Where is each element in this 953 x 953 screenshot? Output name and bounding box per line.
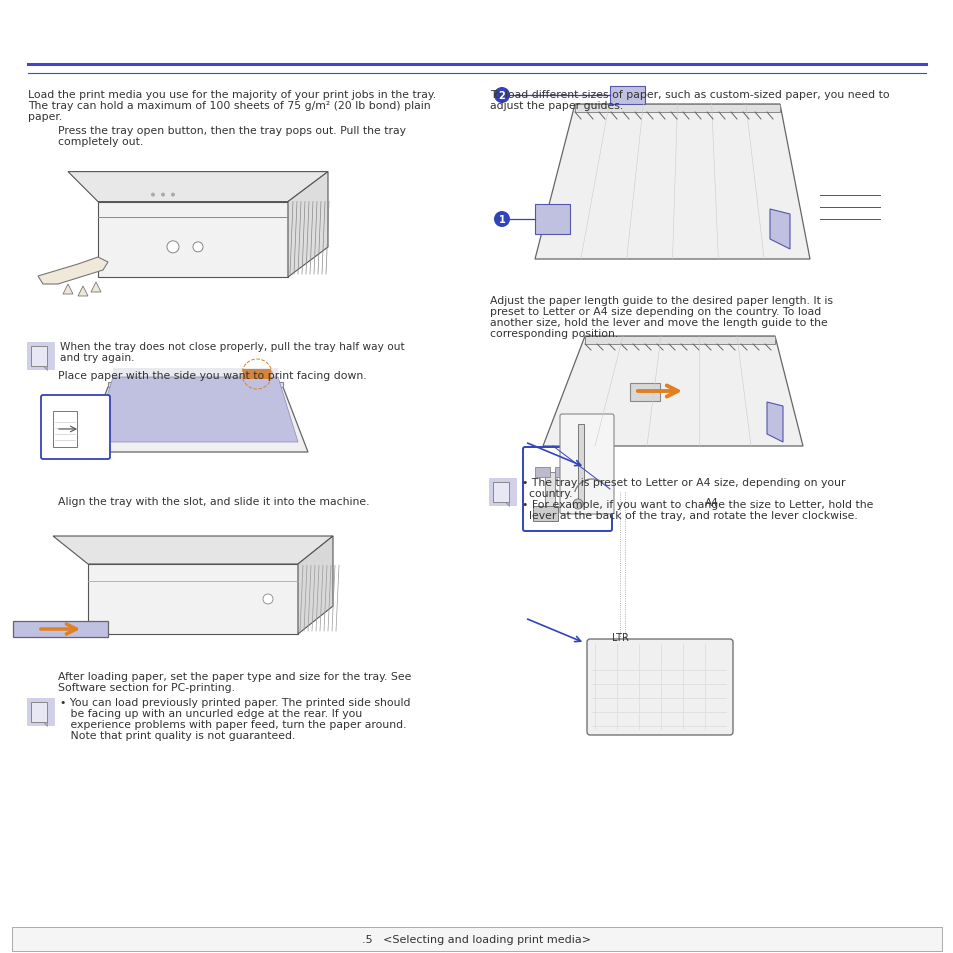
Text: Software section for PC-printing.: Software section for PC-printing. [58, 682, 234, 692]
Text: country.: country. [521, 489, 572, 498]
Polygon shape [83, 388, 308, 453]
Circle shape [151, 193, 154, 197]
Bar [544, 473, 555, 517]
Bar [30, 702, 47, 722]
Text: The tray can hold a maximum of 100 sheets of 75 g/m² (20 lb bond) plain: The tray can hold a maximum of 100 sheet… [28, 101, 430, 111]
Bar [555, 468, 569, 477]
Text: Align the tray with the slot, and slide it into the machine.: Align the tray with the slot, and slide … [58, 497, 369, 506]
Bar [12, 927, 941, 951]
FancyBboxPatch shape [522, 448, 612, 532]
FancyBboxPatch shape [88, 564, 297, 635]
Polygon shape [535, 105, 809, 260]
Polygon shape [63, 285, 73, 294]
Text: corresponding position.: corresponding position. [490, 329, 618, 338]
Polygon shape [609, 87, 644, 105]
Text: and try again.: and try again. [60, 353, 134, 363]
Text: paper.: paper. [28, 112, 62, 122]
Circle shape [494, 88, 510, 104]
Polygon shape [575, 105, 780, 112]
Text: To load different sizes of paper, such as custom-sized paper, you need to: To load different sizes of paper, such a… [490, 90, 889, 100]
FancyBboxPatch shape [27, 343, 55, 371]
Polygon shape [13, 621, 108, 638]
FancyBboxPatch shape [98, 202, 288, 277]
Polygon shape [584, 336, 774, 345]
Text: preset to Letter or A4 size depending on the country. To load: preset to Letter or A4 size depending on… [490, 307, 821, 316]
Circle shape [263, 595, 273, 604]
Text: • You can load previously printed paper. The printed side should: • You can load previously printed paper.… [60, 698, 410, 707]
Polygon shape [38, 257, 108, 285]
Polygon shape [535, 205, 569, 234]
FancyBboxPatch shape [489, 478, 517, 506]
Polygon shape [504, 502, 509, 506]
Circle shape [171, 193, 174, 197]
Polygon shape [288, 172, 328, 277]
Text: When the tray does not close properly, pull the tray half way out: When the tray does not close properly, p… [60, 341, 404, 352]
FancyBboxPatch shape [41, 395, 110, 459]
Text: • For example, if you want to change the size to Letter, hold the: • For example, if you want to change the… [521, 499, 872, 510]
Text: LTR: LTR [612, 633, 628, 642]
Text: 2: 2 [498, 91, 505, 101]
Bar [533, 506, 558, 521]
Text: Load the print media you use for the majority of your print jobs in the tray.: Load the print media you use for the maj… [28, 90, 436, 100]
Polygon shape [766, 402, 782, 442]
Polygon shape [53, 537, 333, 564]
Text: be facing up with an uncurled edge at the rear. If you: be facing up with an uncurled edge at th… [60, 708, 362, 719]
FancyBboxPatch shape [559, 415, 614, 515]
Bar [53, 412, 77, 448]
Circle shape [167, 242, 179, 253]
Text: .5   <Selecting and loading print media>: .5 <Selecting and loading print media> [362, 934, 591, 944]
Polygon shape [78, 287, 88, 296]
Circle shape [494, 212, 510, 228]
Polygon shape [769, 210, 789, 250]
Polygon shape [542, 336, 802, 447]
Polygon shape [92, 377, 297, 442]
Text: Adjust the paper length guide to the desired paper length. It is: Adjust the paper length guide to the des… [490, 295, 832, 306]
Bar [578, 424, 583, 504]
Bar [629, 384, 659, 401]
Text: Note that print quality is not guaranteed.: Note that print quality is not guarantee… [60, 730, 295, 740]
Bar [243, 370, 271, 379]
Text: another size, hold the lever and move the length guide to the: another size, hold the lever and move th… [490, 317, 827, 328]
Text: lever at the back of the tray, and rotate the lever clockwise.: lever at the back of the tray, and rotat… [521, 511, 857, 520]
Polygon shape [91, 283, 101, 293]
Bar [535, 468, 550, 477]
Bar [30, 347, 47, 367]
Polygon shape [108, 382, 283, 388]
FancyBboxPatch shape [586, 639, 732, 735]
Polygon shape [297, 537, 333, 635]
Text: Place paper with the side you want to print facing down.: Place paper with the side you want to pr… [58, 371, 366, 380]
Text: A4: A4 [704, 497, 718, 507]
Circle shape [193, 243, 203, 253]
Circle shape [573, 499, 582, 510]
Bar [493, 482, 509, 502]
Text: 1: 1 [498, 214, 505, 225]
Text: Press the tray open button, then the tray pops out. Pull the tray: Press the tray open button, then the tra… [58, 126, 406, 136]
Polygon shape [43, 367, 47, 371]
FancyBboxPatch shape [27, 699, 55, 726]
Text: • The tray is preset to Letter or A4 size, depending on your: • The tray is preset to Letter or A4 siz… [521, 477, 844, 488]
Text: adjust the paper guides.: adjust the paper guides. [490, 101, 622, 111]
Text: completely out.: completely out. [58, 137, 143, 147]
Circle shape [161, 193, 165, 197]
Text: After loading paper, set the paper type and size for the tray. See: After loading paper, set the paper type … [58, 671, 411, 681]
Text: experience problems with paper feed, turn the paper around.: experience problems with paper feed, tur… [60, 720, 406, 729]
Polygon shape [43, 722, 47, 726]
Polygon shape [68, 172, 328, 202]
